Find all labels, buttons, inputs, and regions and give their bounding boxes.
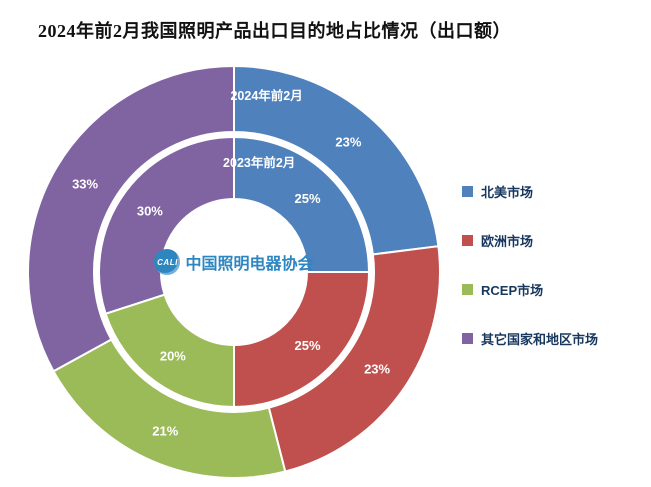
donut-slice-inner-2 (233, 271, 371, 409)
slice-percent-label: 33% (72, 176, 98, 191)
donut-slice-inner-4 (98, 135, 235, 315)
ring-series-label: 2023年前2月 (223, 155, 295, 170)
donut-slice-outer-4 (27, 64, 235, 373)
legend-swatch-rcep (462, 284, 473, 295)
legend-swatch-other-regions (462, 333, 473, 344)
legend-label: 其它国家和地区市场 (481, 332, 599, 347)
slice-percent-label: 25% (295, 191, 321, 206)
legend-swatch-north-america (462, 186, 473, 197)
slice-percent-label: 23% (335, 135, 361, 150)
legend-item-europe: 欧洲市场 (462, 231, 598, 250)
slice-percent-label: 25% (295, 338, 321, 353)
slice-percent-label: 30% (137, 203, 163, 218)
legend-label: 北美市场 (481, 185, 534, 200)
ring-series-label: 2024年前2月 (230, 88, 302, 103)
cali-logo-icon: CALI (154, 249, 181, 275)
donut-slice-inner-1 (233, 135, 371, 273)
chart-legend: 北美市场 欧洲市场 RCEP市场 其它国家和地区市场 (462, 182, 598, 348)
legend-swatch-europe (462, 235, 473, 246)
slice-percent-label: 20% (160, 349, 186, 364)
slice-percent-label: 21% (152, 423, 178, 438)
legend-item-north-america: 北美市场 (462, 182, 598, 201)
legend-item-rcep: RCEP市场 (462, 280, 598, 299)
donut-slice-inner-3 (104, 293, 235, 409)
legend-label: 欧洲市场 (481, 234, 534, 249)
chart-title: 2024年前2月我国照明产品出口目的地占比情况（出口额） (38, 21, 511, 41)
center-logo: CALI 中国照明电器协会 (154, 246, 314, 278)
legend-label: RCEP市场 (481, 283, 544, 298)
logo-text: 中国照明电器协会 (185, 256, 314, 273)
slice-percent-label: 23% (364, 362, 390, 377)
legend-item-other-regions: 其它国家和地区市场 (462, 329, 598, 348)
